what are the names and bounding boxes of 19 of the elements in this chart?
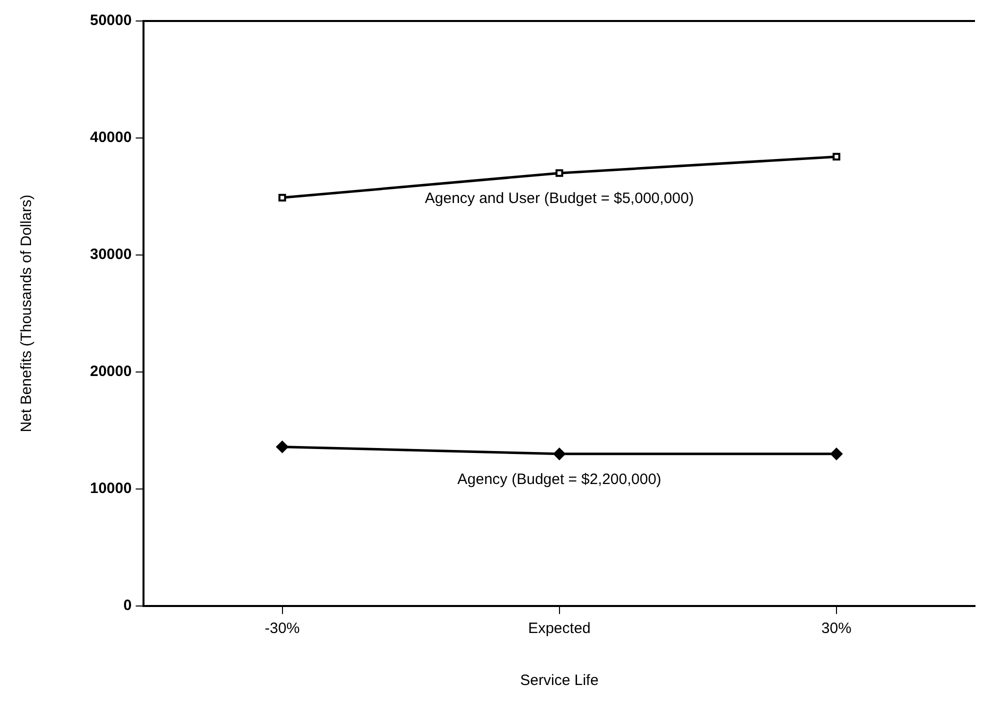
series-label: Agency and User (Budget = $5,000,000): [424, 190, 694, 208]
y-axis-title: Net Benefits (Thousands of Dollars): [18, 194, 36, 432]
point: [278, 194, 286, 202]
y-tick-label: 40000: [90, 129, 132, 146]
x-tick-label: -30%: [264, 620, 300, 638]
x-tick-label: 30%: [821, 620, 852, 638]
point: [830, 448, 842, 460]
y-tick-label: 50000: [90, 12, 132, 30]
y-tick-label: 0: [123, 597, 132, 614]
point: [556, 169, 564, 177]
y-tick-label: 20000: [90, 363, 132, 380]
point: [832, 152, 840, 161]
y-tick-label: 10000: [90, 480, 132, 498]
point: [276, 440, 288, 453]
point: [553, 448, 566, 460]
x-tick-label: Expected: [528, 620, 591, 638]
series-label: Agency (Budget = $2,200,000): [457, 471, 662, 488]
x-axis-title: Service Life: [520, 672, 599, 690]
y-tick-label: 30000: [90, 246, 132, 264]
